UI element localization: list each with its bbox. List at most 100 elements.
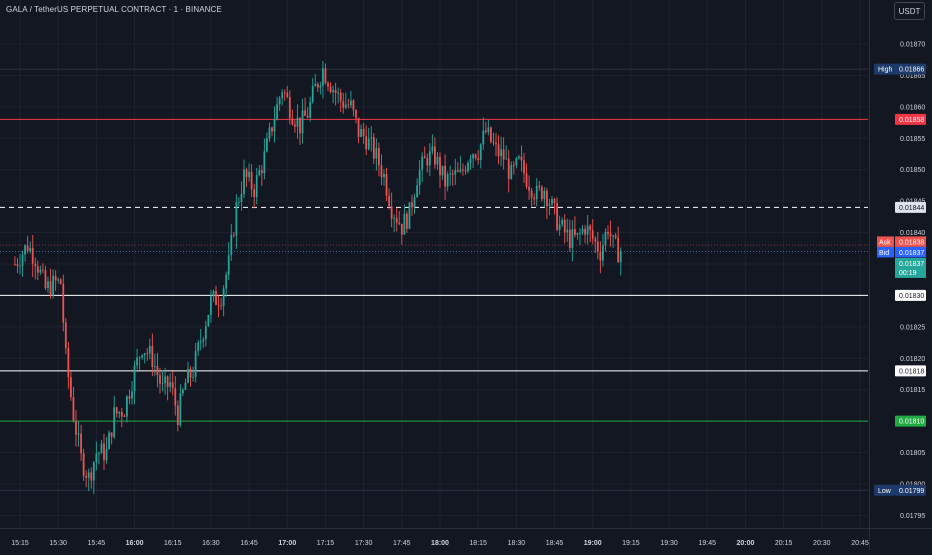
- candle-body: [477, 158, 480, 161]
- candle-body: [222, 288, 225, 307]
- candle-body: [232, 235, 235, 236]
- candle-body: [263, 151, 266, 174]
- candle-body: [75, 420, 77, 435]
- candle-body: [80, 433, 82, 454]
- candle-body: [441, 165, 444, 176]
- candle-body: [334, 89, 337, 94]
- high-tag-label: High: [878, 67, 893, 74]
- low-value-label: 0.01799: [899, 488, 924, 495]
- line-price-label: 0.01844: [899, 205, 924, 212]
- candle-body: [67, 347, 70, 378]
- x-tick-label: 16:45: [240, 540, 258, 547]
- candle-body: [332, 89, 334, 93]
- candle-body: [19, 265, 21, 267]
- candle-body: [574, 229, 576, 235]
- candle-body: [29, 247, 32, 252]
- candle-body: [255, 175, 258, 198]
- candle-body: [352, 100, 355, 111]
- candle-body: [90, 472, 93, 481]
- candle-body: [454, 170, 457, 175]
- candle-body: [187, 368, 189, 383]
- y-tick-label: 0.01815: [900, 387, 925, 394]
- candle-body: [128, 396, 131, 399]
- x-tick-label: 20:30: [813, 540, 831, 547]
- candle-body: [375, 147, 378, 159]
- price-labels: 0.01858 0.01844 0.01830 0.01818 0.01810 0.018…: [874, 63, 926, 496]
- candle-body: [120, 411, 123, 417]
- candle-body: [123, 416, 126, 418]
- symbol-title[interactable]: GALA / TetherUS PERPETUAL CONTRACT · 1 ·…: [6, 5, 222, 14]
- candle-body: [49, 281, 52, 296]
- horizontal-lines: [0, 118, 868, 422]
- candle-body: [538, 185, 541, 187]
- candle-body: [388, 195, 390, 207]
- line-price-label-bg: [895, 289, 926, 301]
- x-tick-label: 20:00: [737, 540, 755, 547]
- x-tick-label: 17:00: [278, 540, 296, 547]
- candle-body: [551, 198, 553, 205]
- high-value-label-bg: [895, 63, 926, 75]
- candle-body: [540, 186, 543, 200]
- candle-body: [14, 264, 16, 265]
- candle-body: [604, 231, 607, 246]
- candle-body: [306, 115, 309, 118]
- candle-body: [548, 204, 551, 207]
- candle-body: [133, 365, 136, 392]
- candle-body: [329, 86, 332, 93]
- candle-body: [291, 118, 294, 125]
- candle-body: [395, 217, 398, 223]
- y-tick-label: 0.01840: [900, 230, 925, 237]
- candle-body: [225, 274, 228, 289]
- x-tick-label: 15:15: [11, 540, 29, 547]
- candle-body: [561, 219, 564, 225]
- ask-tag-label: Ask: [879, 239, 891, 246]
- candle-body: [520, 156, 523, 161]
- candle-body: [230, 235, 233, 256]
- candle-body: [182, 389, 184, 394]
- time-axis[interactable]: 15:15 15:30 15:45 16:00 16:15 16:30 16:45 17:00…: [0, 528, 932, 548]
- candle-body: [390, 206, 393, 219]
- candle-body: [113, 407, 116, 437]
- candle-body: [474, 154, 477, 159]
- currency-button[interactable]: USDT: [894, 2, 925, 20]
- candle-body: [398, 222, 401, 224]
- candle-body: [591, 230, 594, 239]
- candle-body: [227, 255, 230, 275]
- low-tag-label: Low: [878, 488, 892, 495]
- candle-body: [459, 169, 462, 172]
- candle-body: [169, 382, 172, 387]
- candle-body: [500, 149, 502, 157]
- candle-body: [118, 411, 121, 414]
- candle-body: [108, 432, 110, 449]
- candle-body: [286, 92, 289, 97]
- x-tick-label: 18:15: [469, 540, 487, 547]
- candle-body: [85, 475, 88, 478]
- candle-body: [316, 83, 319, 88]
- candle-body: [212, 291, 215, 297]
- candle-body: [143, 353, 146, 356]
- candle-body: [240, 194, 243, 203]
- candle-body: [451, 173, 454, 175]
- candle-body: [543, 190, 546, 200]
- candle-body: [510, 165, 513, 179]
- candle-body: [507, 158, 510, 179]
- ask-value-bg: [895, 236, 926, 247]
- candle-body: [431, 146, 434, 152]
- x-tick-label: 19:30: [660, 540, 678, 547]
- candle-body: [26, 245, 29, 252]
- candle-body: [281, 92, 284, 99]
- candle-body: [464, 170, 467, 172]
- candle-body: [362, 129, 365, 137]
- y-tick-label: 0.01865: [900, 73, 925, 80]
- candle-body: [469, 158, 472, 163]
- candle-body: [276, 104, 278, 120]
- candle-body: [166, 376, 169, 387]
- candle-body: [556, 203, 558, 230]
- candle-body: [413, 197, 416, 208]
- candle-body: [546, 190, 548, 207]
- candle-body: [421, 156, 424, 170]
- x-tick-label: 16:15: [164, 540, 182, 547]
